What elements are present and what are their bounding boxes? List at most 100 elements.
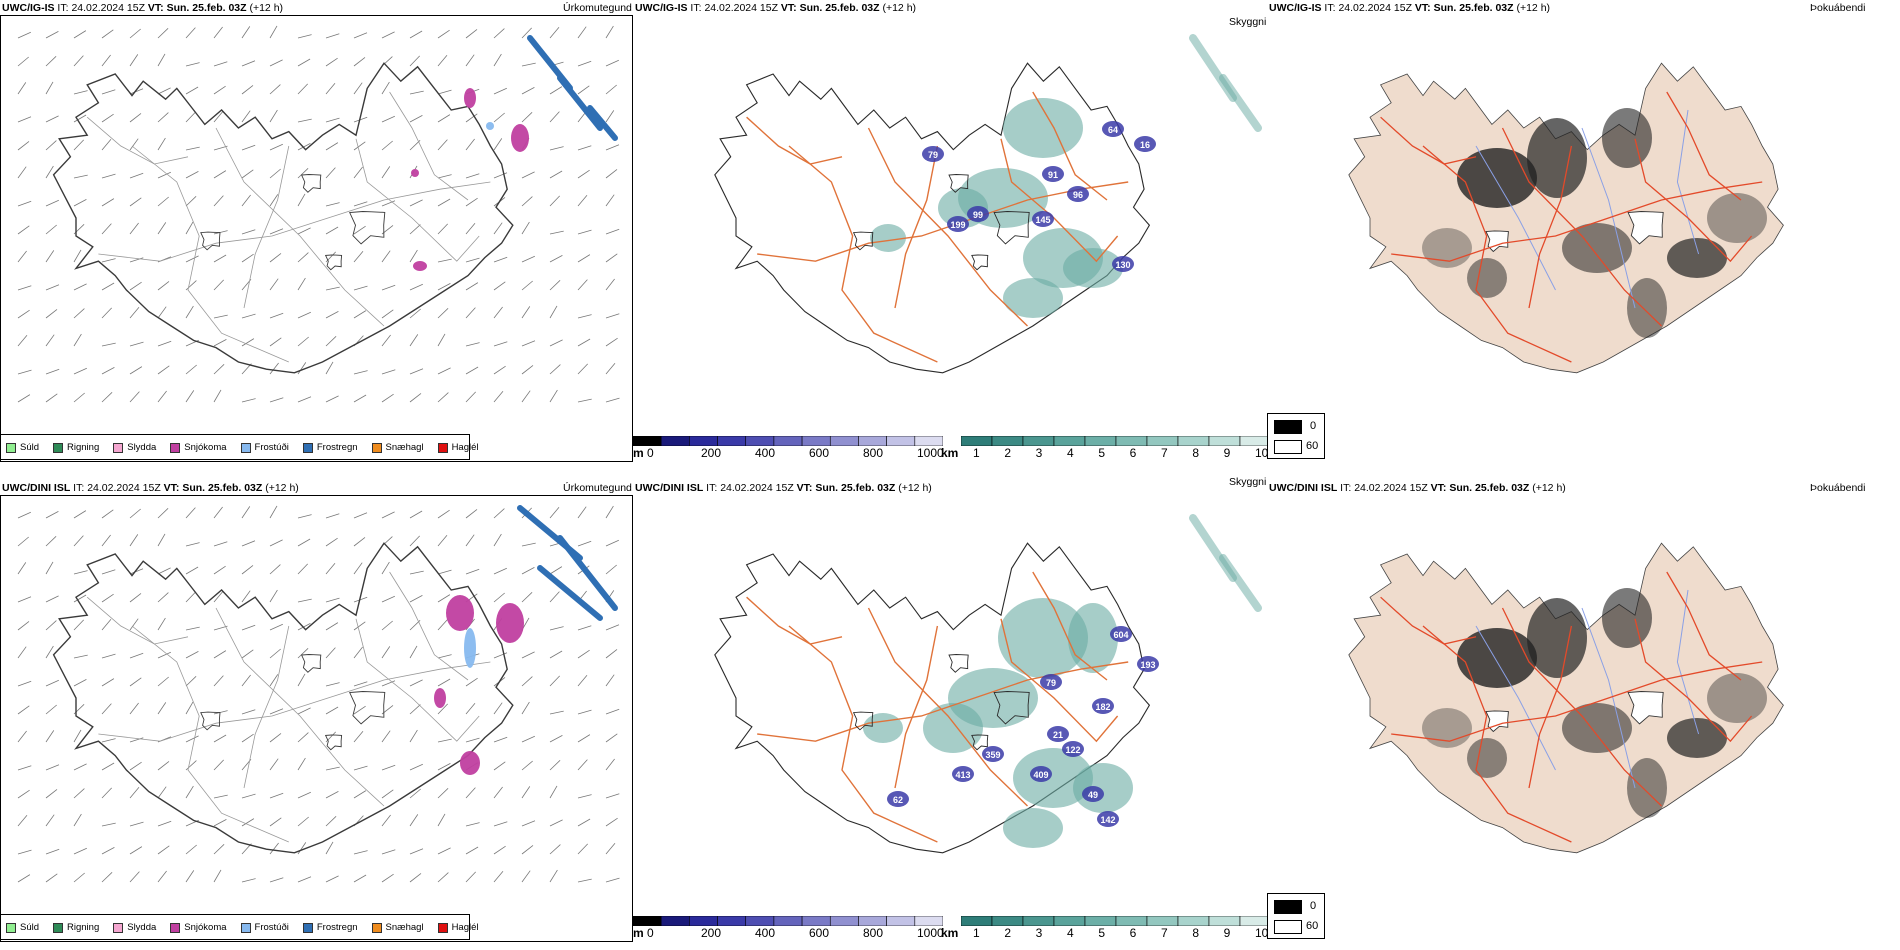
wind-barb [213, 794, 228, 799]
wind-barb [437, 89, 452, 95]
wind-barb [269, 877, 284, 883]
wind-barb [465, 822, 480, 827]
wind-barb [297, 143, 311, 151]
ceiling-patch [1110, 626, 1132, 642]
wind-barb [45, 814, 55, 827]
wind-barb [605, 708, 620, 715]
wind-barb [297, 336, 309, 347]
legend-swatch [240, 922, 251, 933]
wind-barb [465, 138, 475, 151]
wind-barb [157, 676, 169, 687]
glacier-outline [324, 734, 343, 751]
road-line [215, 607, 385, 807]
wind-barb [493, 172, 508, 179]
wind-barb [381, 646, 391, 659]
wind-barb [241, 313, 256, 319]
wind-barb [241, 60, 256, 67]
wind-barb [521, 365, 534, 375]
wind-barb [185, 196, 197, 207]
wind-barb [437, 535, 448, 547]
wind-barb [493, 222, 503, 235]
wind-barb [101, 54, 111, 67]
wind-barb [157, 702, 167, 715]
visibility-unit: km [941, 926, 959, 940]
wind-barb [409, 199, 423, 207]
ceiling-unit: m [633, 446, 644, 460]
wind-barb [185, 280, 197, 291]
legend-swatch [302, 442, 313, 453]
legend-item: Frostúði [240, 922, 289, 933]
wind-barb [353, 562, 363, 575]
wind-barb [157, 508, 169, 519]
wind-barb [157, 281, 170, 291]
legend-item: Haglél [437, 922, 479, 933]
wind-barb [353, 790, 367, 799]
wind-barb [493, 28, 505, 39]
road-line [757, 661, 1129, 742]
wind-barb [409, 30, 423, 39]
wind-barb [185, 676, 197, 687]
wind-barb [325, 142, 339, 151]
iceland-map: 79 99 91 199 145 96 16 130 64 [714, 34, 1262, 374]
wind-barb [605, 84, 617, 95]
wind-barb [213, 675, 224, 687]
wind-barb [325, 791, 339, 799]
wind-barb [353, 116, 368, 123]
ceiling-label: 64 [1108, 125, 1118, 135]
wind-barb [129, 222, 139, 235]
wind-barb [73, 679, 87, 687]
wind-barb [157, 340, 172, 347]
ceiling-label: 182 [1095, 702, 1110, 712]
wind-barb [73, 367, 87, 375]
colorbar-segment [1239, 916, 1271, 926]
colorbar-segment [1208, 916, 1241, 926]
colorbar-tick-label: 3 [1035, 926, 1043, 940]
wind-barb [549, 389, 558, 403]
wind-barb [269, 168, 281, 179]
wind-barb [437, 509, 450, 519]
wind-barb [353, 370, 368, 375]
precip-patch [496, 603, 524, 643]
wind-barb [325, 647, 336, 659]
wind-barb [241, 144, 256, 151]
coastline [52, 542, 514, 854]
wind-barb [129, 737, 144, 743]
wind-barb [353, 596, 368, 603]
wind-barb [73, 594, 87, 603]
ceiling-label: 99 [973, 210, 983, 220]
map-frame [0, 495, 633, 942]
wind-barb [17, 730, 27, 743]
wind-barb [577, 818, 591, 827]
wind-barb [185, 305, 194, 319]
precip-patch [434, 688, 446, 708]
ceiling-colorbar [633, 436, 943, 446]
wind-barb [269, 589, 278, 603]
wind-barb [493, 112, 505, 123]
wind-barb [45, 393, 58, 403]
fog-label-low: 0 [1310, 420, 1317, 432]
wind-barb [129, 568, 144, 575]
glacier-outline [349, 691, 386, 725]
wind-barb [605, 59, 619, 67]
wind-barb [381, 369, 396, 375]
wind-barb [353, 874, 367, 883]
ceiling-patch [1040, 674, 1062, 690]
wind-barb [297, 168, 309, 179]
wind-barb [409, 814, 419, 827]
wind-barb [521, 760, 533, 771]
wind-barb [129, 281, 142, 291]
legend-label: Súld [20, 442, 40, 453]
colorbar-segment [633, 436, 662, 446]
wind-barb [409, 308, 421, 319]
ceiling-patch [887, 791, 909, 807]
legend-label: Slydda [127, 442, 157, 453]
fog-label-low: 0 [1310, 900, 1317, 912]
wind-barb [521, 196, 533, 207]
wind-barb [17, 874, 31, 883]
wind-barb [521, 62, 536, 67]
wind-barb [73, 729, 82, 743]
river-line [1581, 607, 1636, 789]
panel-dini-cloud: UWC/DINI ISL IT: 24.02.2024 15Z VT: Sun.… [633, 476, 1271, 942]
wind-barb [45, 368, 60, 375]
wind-barb [213, 734, 227, 743]
